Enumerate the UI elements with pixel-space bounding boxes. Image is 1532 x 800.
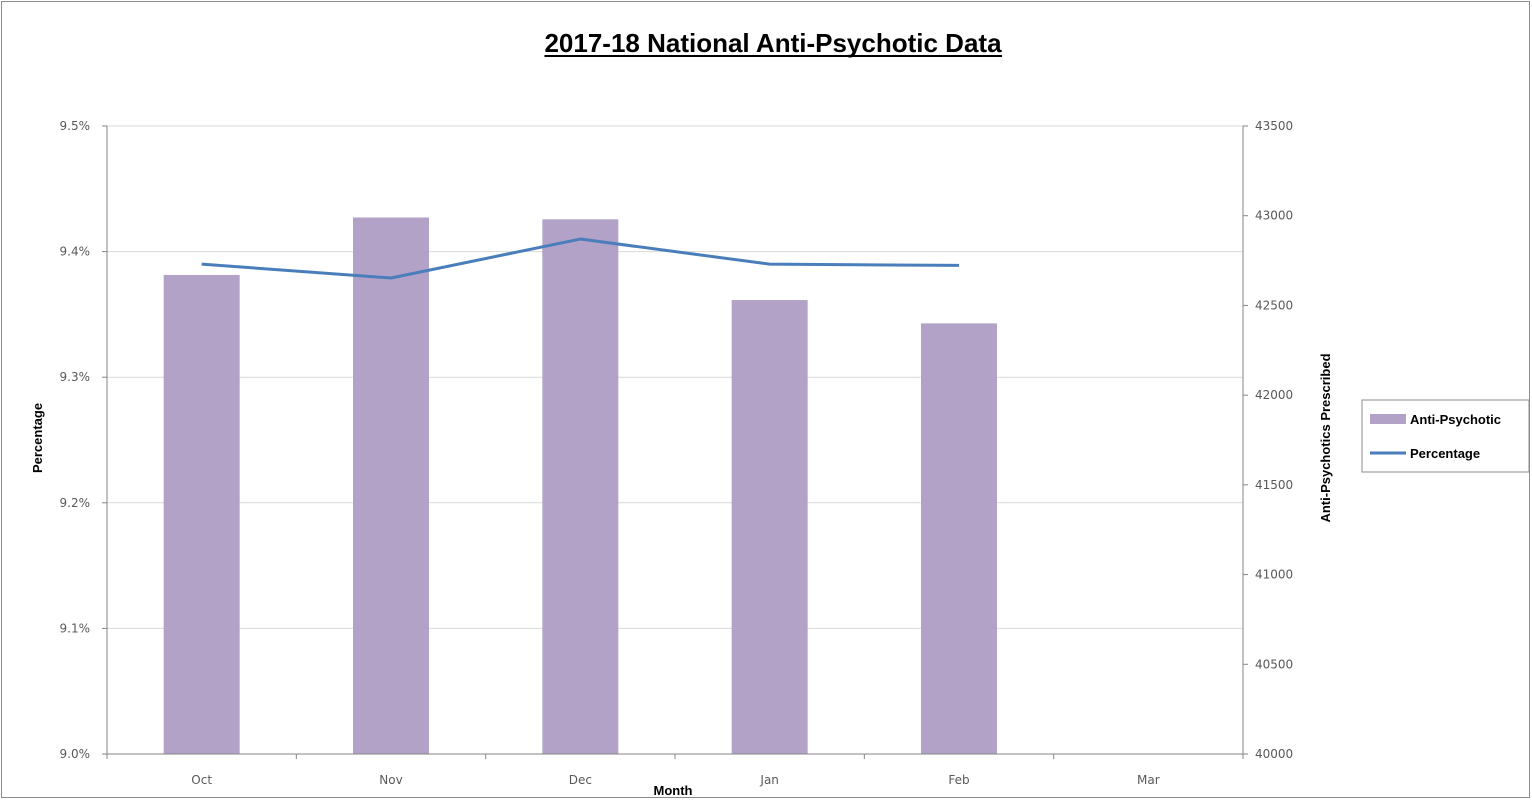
left-axis-tick-labels: 9.0% 9.1% 9.2% 9.3% 9.4% 9.5% bbox=[60, 119, 91, 761]
right-tick-label: 40000 bbox=[1255, 747, 1293, 761]
x-tick-label-mar: Mar bbox=[1137, 773, 1160, 787]
right-tick-label: 43500 bbox=[1255, 119, 1293, 133]
x-tick-label-dec: Dec bbox=[569, 773, 592, 787]
legend-label-anti-psychotic: Anti-Psychotic bbox=[1410, 412, 1501, 427]
legend-swatch-anti-psychotic bbox=[1370, 414, 1406, 424]
right-tick-label: 42000 bbox=[1255, 388, 1293, 402]
legend: Anti-Psychotic Percentage bbox=[1361, 399, 1530, 473]
x-axis-title: Month bbox=[654, 783, 693, 798]
left-tick-label: 9.1% bbox=[60, 621, 91, 635]
chart-title: 2017-18 National Anti-Psychotic Data bbox=[544, 28, 1002, 58]
bar-oct bbox=[163, 274, 240, 754]
left-tick-label: 9.3% bbox=[60, 370, 91, 384]
x-axis-tick-labels: Oct Nov Dec Jan Feb Mar bbox=[191, 773, 1159, 787]
legend-box bbox=[1361, 399, 1530, 473]
bar-feb bbox=[921, 323, 997, 754]
left-tick-label: 9.2% bbox=[60, 496, 91, 510]
bar-series bbox=[163, 217, 997, 755]
legend-label-percentage: Percentage bbox=[1410, 446, 1480, 461]
left-tick-label: 9.5% bbox=[60, 119, 91, 133]
right-axis-tick-labels: 40000 40500 41000 41500 42000 42500 43000 43500 bbox=[1255, 119, 1293, 761]
left-tick-label: 9.4% bbox=[60, 245, 91, 259]
x-tick-label-feb: Feb bbox=[948, 773, 969, 787]
x-tick-label-jan: Jan bbox=[759, 773, 779, 787]
x-tick-label-oct: Oct bbox=[191, 773, 212, 787]
gridlines bbox=[107, 125, 1243, 755]
line-series bbox=[201, 237, 960, 280]
right-tick-label: 40500 bbox=[1255, 657, 1293, 671]
right-axis-title: Anti-Psychotics Prescribed bbox=[1318, 353, 1333, 522]
bar-nov bbox=[353, 217, 429, 755]
left-tick-label: 9.0% bbox=[60, 747, 91, 761]
right-tick-label: 41000 bbox=[1255, 568, 1293, 582]
axes bbox=[102, 125, 1248, 759]
bar-dec bbox=[542, 219, 619, 754]
x-tick-label-nov: Nov bbox=[379, 773, 402, 787]
right-tick-label: 42500 bbox=[1255, 298, 1293, 312]
bar-jan bbox=[731, 300, 808, 754]
right-tick-label: 41500 bbox=[1255, 478, 1293, 492]
left-axis-title: Percentage bbox=[30, 403, 45, 473]
right-tick-label: 43000 bbox=[1255, 209, 1293, 223]
